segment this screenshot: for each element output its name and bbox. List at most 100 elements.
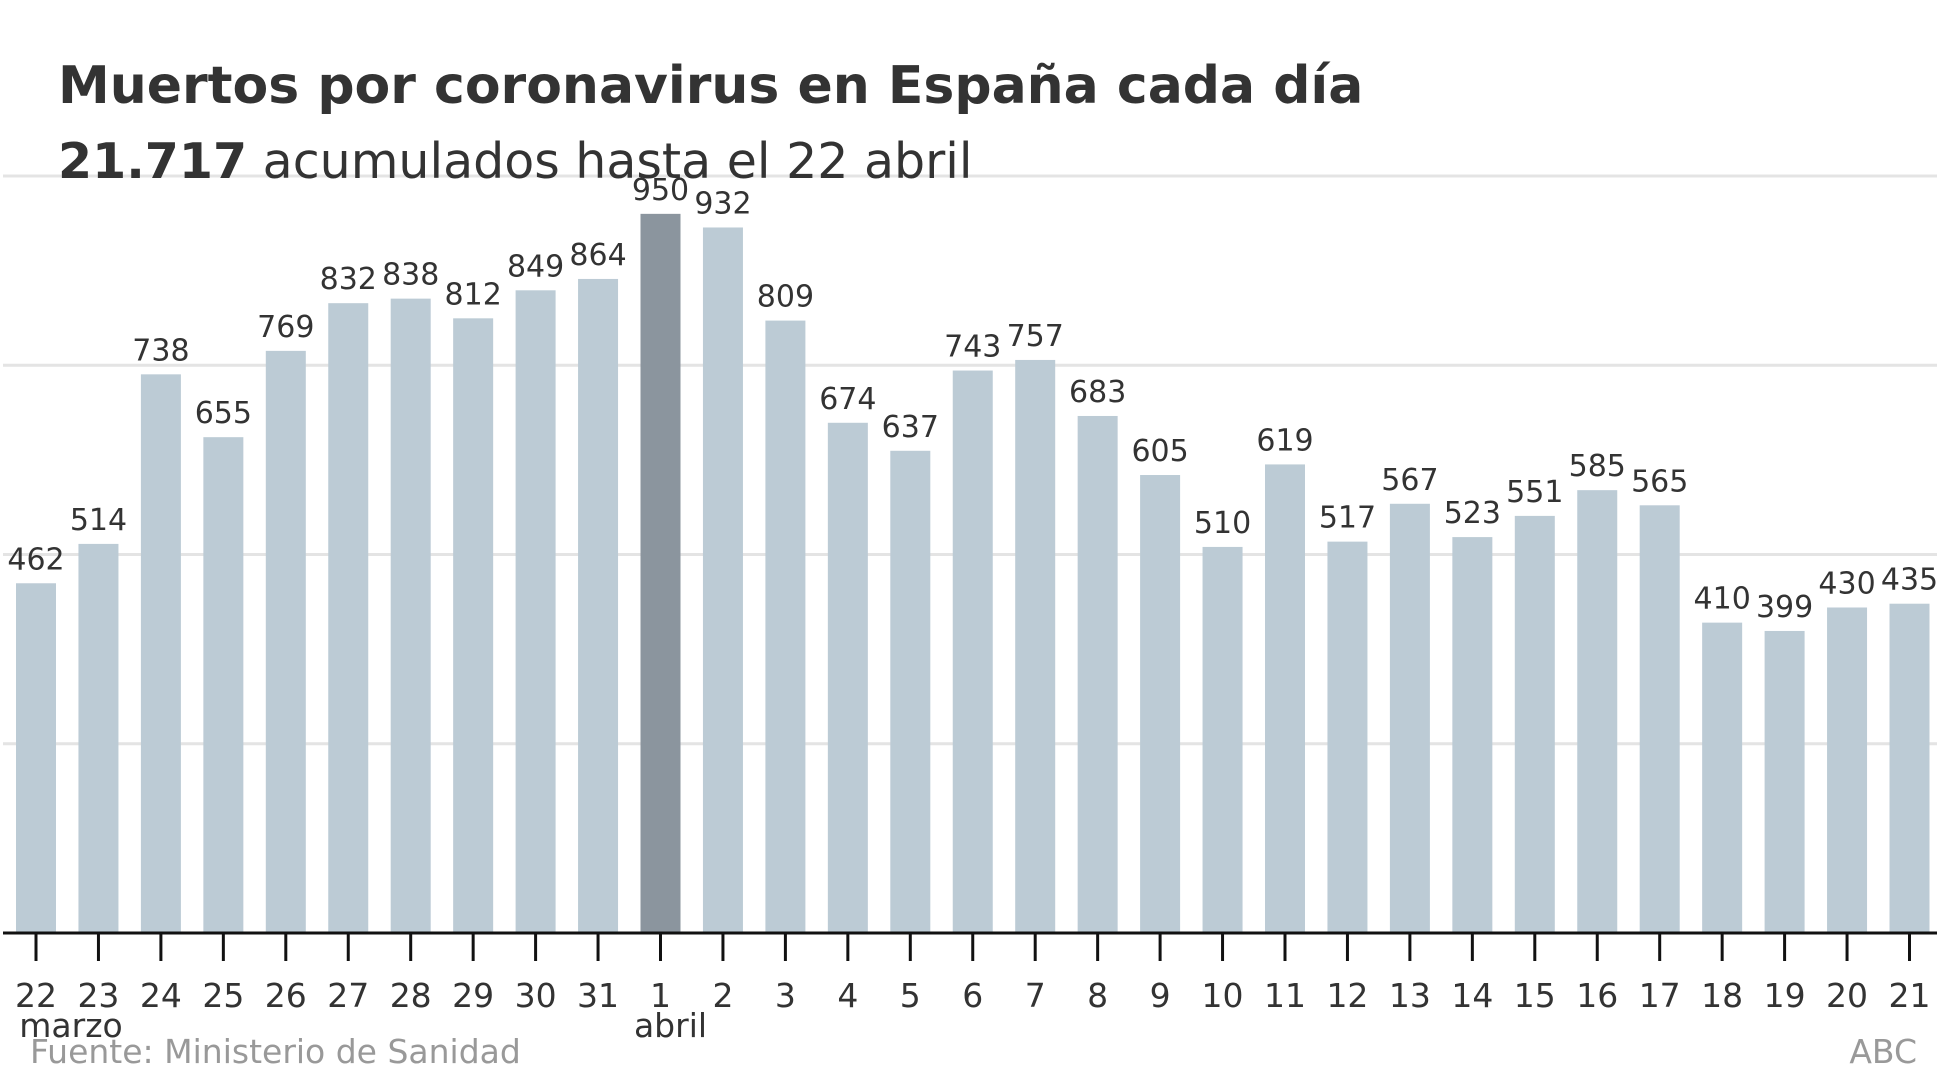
value-label: 517 [1319, 501, 1376, 536]
value-label: 655 [195, 396, 252, 431]
month-labels: marzo abril [19, 1006, 707, 1045]
bar-24-marzo [140, 374, 181, 934]
value-label: 743 [944, 330, 1001, 365]
bar-7-abril [1015, 359, 1056, 933]
x-tick-label: 27 [327, 976, 369, 1015]
x-tick-label: 13 [1389, 976, 1431, 1015]
credit-label: ABC [1849, 1032, 1917, 1071]
month-label-marzo: marzo [19, 1006, 122, 1045]
x-axis-ticks: 22 23 24 25 26 27 28 29 30 31 1 2 3 4 5 6 7 8 9 10 11 12 13 14 1… [15, 933, 1931, 1015]
bar-23-marzo [78, 543, 119, 933]
x-tick-label: 10 [1202, 976, 1244, 1015]
month-label-abril: abril [634, 1006, 707, 1045]
value-label: 683 [1069, 375, 1126, 410]
bar-4-abril [827, 422, 868, 933]
value-label: 932 [694, 186, 751, 221]
x-tick-label: 26 [265, 976, 307, 1015]
x-tick-label: 22 [15, 976, 57, 1015]
bar-18-abril [1702, 622, 1743, 933]
bar-29-marzo [453, 318, 494, 933]
bar-17-abril [1639, 505, 1680, 933]
bar-14-abril [1452, 537, 1493, 933]
value-label: 832 [320, 262, 377, 297]
bar-22-marzo [16, 583, 56, 933]
bar-12-abril [1327, 541, 1368, 933]
x-tick-label: 1 [650, 976, 671, 1015]
value-label: 430 [1818, 566, 1875, 601]
bar-5-abril [890, 450, 931, 933]
x-tick-label: 2 [712, 976, 733, 1015]
x-tick-label: 11 [1264, 976, 1306, 1015]
bar-31-marzo [578, 278, 619, 933]
value-label: 523 [1444, 496, 1501, 531]
x-tick-label: 20 [1826, 976, 1868, 1015]
value-label: 950 [632, 173, 689, 208]
x-tick-label: 29 [452, 976, 494, 1015]
bar-28-marzo [390, 298, 431, 933]
x-tick-label: 4 [837, 976, 858, 1015]
x-tick-label: 9 [1150, 976, 1171, 1015]
bar-30-marzo [515, 290, 556, 933]
bar-8-abril [1077, 415, 1118, 933]
value-label: 585 [1569, 449, 1626, 484]
value-label: 514 [70, 503, 127, 538]
x-tick-label: 28 [390, 976, 432, 1015]
value-label: 849 [507, 249, 564, 284]
subtitle-total: 21.717 [58, 133, 247, 190]
value-label: 637 [882, 410, 939, 445]
bar-11-abril [1265, 464, 1305, 933]
x-tick-label: 30 [515, 976, 557, 1015]
value-label: 757 [1007, 319, 1064, 354]
bar-19-abril [1764, 630, 1805, 933]
x-tick-label: 18 [1701, 976, 1743, 1015]
bar-15-abril [1514, 515, 1555, 933]
value-label: 410 [1694, 582, 1751, 617]
value-label: 864 [569, 238, 626, 273]
value-label: 462 [7, 542, 64, 577]
x-tick-label: 24 [140, 976, 182, 1015]
x-tick-label: 8 [1087, 976, 1108, 1015]
chart-subtitle: 21.717 acumulados hasta el 22 abril [58, 133, 973, 190]
value-label: 567 [1381, 463, 1438, 498]
bar-25-marzo [203, 437, 244, 933]
value-label: 435 [1881, 563, 1937, 598]
bar-3-abril [765, 320, 806, 933]
x-tick-label: 16 [1576, 976, 1618, 1015]
x-tick-label: 31 [577, 976, 619, 1015]
x-tick-label: 23 [77, 976, 119, 1015]
value-label: 619 [1256, 423, 1313, 458]
x-tick-label: 15 [1514, 976, 1556, 1015]
bar-10-abril [1202, 546, 1243, 933]
value-label: 769 [257, 310, 314, 345]
bar-16-abril [1577, 490, 1618, 933]
x-tick-label: 14 [1451, 976, 1493, 1015]
value-label: 838 [382, 258, 439, 293]
value-label: 812 [445, 277, 502, 312]
x-tick-label: 6 [962, 976, 983, 1015]
subtitle-text: acumulados hasta el 22 abril [247, 133, 972, 190]
bar-27-marzo [328, 303, 369, 933]
value-label: 674 [819, 382, 876, 417]
value-label: 605 [1131, 434, 1188, 469]
value-label: 565 [1631, 464, 1688, 499]
bar-1-abril [640, 213, 681, 934]
value-label: 399 [1756, 590, 1813, 625]
value-label: 551 [1506, 475, 1563, 510]
x-tick-label: 7 [1025, 976, 1046, 1015]
source-note: Fuente: Ministerio de Sanidad [30, 1032, 521, 1071]
x-tick-label: 5 [900, 976, 921, 1015]
x-tick-label: 17 [1639, 976, 1681, 1015]
x-tick-label: 21 [1889, 976, 1931, 1015]
x-tick-label: 25 [202, 976, 244, 1015]
bar-9-abril [1140, 475, 1181, 933]
bar-21-abril [1889, 603, 1930, 933]
bar-6-abril [952, 370, 993, 933]
x-tick-label: 12 [1326, 976, 1368, 1015]
bar-20-abril [1827, 607, 1868, 933]
bar-2-abril [702, 227, 743, 933]
bars [16, 213, 1930, 934]
x-tick-label: 3 [775, 976, 796, 1015]
value-label: 510 [1194, 506, 1251, 541]
